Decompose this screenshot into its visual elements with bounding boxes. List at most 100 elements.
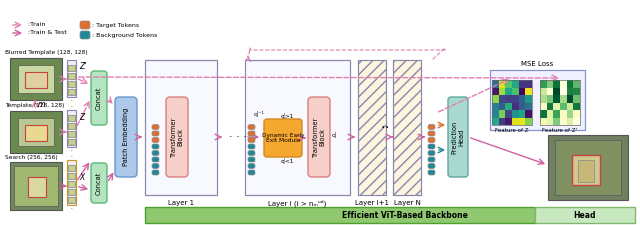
Bar — [68, 73, 75, 79]
Text: ·: · — [385, 121, 389, 135]
FancyBboxPatch shape — [152, 131, 159, 136]
Text: Head: Head — [573, 211, 596, 220]
Bar — [566, 117, 573, 125]
FancyBboxPatch shape — [308, 97, 330, 177]
Bar — [67, 110, 76, 147]
Bar — [18, 118, 54, 146]
Bar — [14, 166, 58, 206]
Text: Prediction
Head: Prediction Head — [451, 120, 465, 154]
Bar — [492, 80, 499, 88]
Bar — [68, 65, 75, 71]
FancyBboxPatch shape — [80, 21, 90, 29]
Bar — [506, 110, 512, 117]
Text: qᴵ<1: qᴵ<1 — [281, 158, 294, 164]
Bar — [573, 117, 580, 125]
Bar — [25, 125, 47, 141]
Bar — [506, 103, 512, 110]
Text: Search (256, 256): Search (256, 256) — [5, 155, 58, 160]
Bar — [28, 177, 46, 197]
Bar — [525, 110, 532, 117]
Bar — [573, 80, 580, 88]
Bar — [525, 103, 532, 110]
Bar — [512, 80, 518, 88]
Bar — [566, 95, 573, 103]
Text: ·: · — [70, 204, 74, 214]
Bar — [393, 60, 421, 195]
Bar — [525, 95, 532, 103]
Text: Concat: Concat — [96, 86, 102, 110]
FancyBboxPatch shape — [166, 97, 188, 177]
Bar — [540, 80, 547, 88]
Bar — [68, 131, 75, 137]
Bar — [68, 173, 75, 179]
FancyBboxPatch shape — [428, 157, 435, 162]
Bar — [547, 117, 554, 125]
FancyBboxPatch shape — [248, 137, 255, 142]
Bar — [492, 103, 499, 110]
Bar — [358, 60, 386, 195]
Bar — [10, 162, 62, 210]
Bar — [573, 88, 580, 95]
Text: ·: · — [70, 146, 74, 156]
FancyBboxPatch shape — [428, 164, 435, 169]
Bar — [68, 123, 75, 129]
Bar — [492, 110, 499, 117]
Bar — [518, 110, 525, 117]
Bar — [512, 103, 518, 110]
Text: · · ·: · · · — [229, 132, 247, 142]
Bar — [548, 135, 628, 200]
Bar — [512, 88, 518, 95]
FancyBboxPatch shape — [248, 124, 255, 130]
Text: ·: · — [70, 96, 74, 106]
Bar — [525, 80, 532, 88]
Text: Efficient ViT-Based Backbone: Efficient ViT-Based Backbone — [342, 211, 468, 220]
FancyBboxPatch shape — [428, 170, 435, 175]
Bar — [499, 103, 506, 110]
FancyBboxPatch shape — [115, 97, 137, 177]
Text: Transformer
Block: Transformer Block — [312, 117, 326, 157]
Bar — [525, 117, 532, 125]
FancyBboxPatch shape — [248, 151, 255, 155]
Bar — [518, 80, 525, 88]
Bar — [547, 95, 554, 103]
FancyBboxPatch shape — [91, 71, 107, 125]
FancyBboxPatch shape — [428, 131, 435, 136]
FancyBboxPatch shape — [91, 163, 107, 203]
Text: qᴵ>1: qᴵ>1 — [281, 113, 294, 119]
Text: Concat: Concat — [96, 171, 102, 195]
FancyBboxPatch shape — [152, 144, 159, 149]
Bar — [506, 88, 512, 95]
FancyBboxPatch shape — [448, 97, 468, 177]
Bar — [492, 95, 499, 103]
Text: ·: · — [70, 90, 74, 100]
Text: Feature of Z': Feature of Z' — [543, 128, 577, 133]
Bar — [560, 80, 566, 88]
Bar — [547, 110, 554, 117]
Text: Layer 1: Layer 1 — [168, 200, 194, 206]
Text: :Train & Test: :Train & Test — [26, 31, 67, 36]
Bar — [560, 95, 566, 103]
Bar — [67, 160, 76, 205]
Text: Template (128, 128): Template (128, 128) — [5, 103, 65, 108]
Bar — [506, 80, 512, 88]
Bar — [499, 80, 506, 88]
Bar — [506, 117, 512, 125]
FancyBboxPatch shape — [248, 157, 255, 162]
FancyBboxPatch shape — [264, 119, 302, 157]
Text: MSE Loss: MSE Loss — [522, 61, 554, 67]
Bar — [68, 181, 75, 187]
Text: qᴵ⁻¹: qᴵ⁻¹ — [254, 111, 265, 117]
Bar — [518, 103, 525, 110]
Bar — [499, 110, 506, 117]
Bar — [25, 72, 47, 88]
Text: X: X — [79, 173, 84, 182]
Bar — [67, 60, 76, 97]
Text: Layer i (i > nₘᵘᵈ): Layer i (i > nₘᵘᵈ) — [268, 199, 326, 207]
Bar — [145, 60, 217, 195]
FancyBboxPatch shape — [152, 124, 159, 130]
Bar — [512, 117, 518, 125]
Text: Feature of Z: Feature of Z — [495, 128, 529, 133]
Text: ·: · — [70, 102, 74, 112]
Text: : Background Tokens: : Background Tokens — [92, 32, 157, 38]
FancyBboxPatch shape — [248, 170, 255, 175]
